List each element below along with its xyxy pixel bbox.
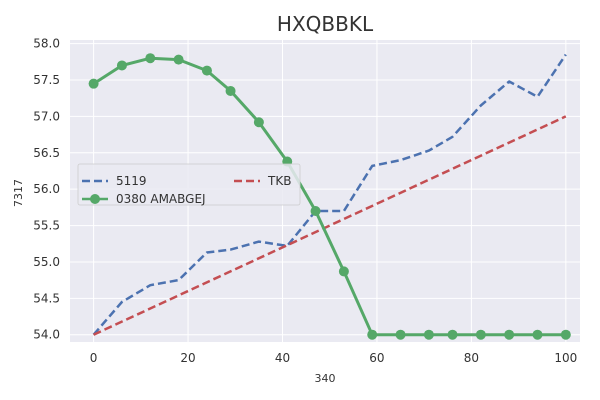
series-2-point-13 [447,329,458,340]
y-tick-label-4: 56.0 [33,182,60,196]
series-line-1 [93,115,567,336]
series-2-point-10 [367,329,378,340]
y-axis-ticks: 54.0 54.5 55.0 55.5 56.0 56.5 57.0 57.5 58.0 [33,37,60,342]
x-tick-label-2: 40 [275,351,290,365]
series-2-point-11 [395,329,406,340]
y-tick-label-8: 58.0 [33,37,60,51]
x-tick-label-3: 60 [369,351,384,365]
x-tick-label-1: 20 [180,351,195,365]
legend-label-2: 0380 AMABGEJ [116,192,206,206]
series-line-0 [92,53,567,336]
legend-frame [77,163,301,206]
x-axis-label: 340 [315,372,336,385]
x-tick-label-4: 80 [464,351,479,365]
legend-label-1: TKB [267,174,291,188]
series-2-point-14 [475,329,486,340]
grid-lines [70,40,580,342]
x-axis-ticks: 0 20 40 60 80 100 [90,351,577,365]
legend-label-0: 5119 [116,174,147,188]
series-2-point-17 [560,329,571,340]
y-tick-label-7: 57.5 [33,73,60,87]
y-tick-label-0: 54.0 [33,328,60,342]
legend: 5119 TKB 0380 AMABGEJ [77,163,301,206]
series-2-point-9 [338,266,349,277]
chart-title: HXQBBKL [277,12,374,36]
y-tick-label-6: 57.0 [33,109,60,123]
series-2-point-3 [173,54,184,65]
series-layer [88,53,571,340]
x-tick-label-5: 100 [554,351,577,365]
series-2-point-12 [423,329,434,340]
y-axis-label: 7317 [12,179,25,207]
y-tick-label-3: 55.5 [33,219,60,233]
series-2-point-15 [504,329,515,340]
series-2-point-4 [201,65,212,76]
series-2-point-8 [310,206,321,217]
legend-marker-2 [90,194,100,204]
y-tick-label-1: 54.5 [33,291,60,305]
y-tick-label-2: 55.0 [33,255,60,269]
series-2-point-1 [116,60,127,71]
y-tick-label-5: 56.5 [33,146,60,160]
x-tick-label-0: 0 [90,351,98,365]
series-2-point-0 [88,78,99,89]
series-2-point-16 [532,329,543,340]
series-2-point-5 [225,85,236,96]
series-2-point-6 [253,117,264,128]
series-2-point-2 [145,53,156,64]
